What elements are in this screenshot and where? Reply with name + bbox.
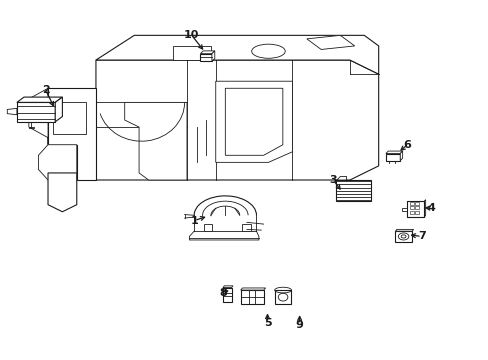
Polygon shape <box>17 102 55 122</box>
Polygon shape <box>96 60 378 180</box>
Bar <box>53 102 86 134</box>
Bar <box>203 224 212 231</box>
Polygon shape <box>385 151 402 154</box>
Polygon shape <box>399 151 402 161</box>
Text: 4: 4 <box>427 203 434 213</box>
Polygon shape <box>55 97 62 122</box>
Polygon shape <box>48 173 77 212</box>
Bar <box>414 211 418 213</box>
Polygon shape <box>48 88 96 180</box>
Text: 9: 9 <box>295 320 303 330</box>
Polygon shape <box>215 81 292 162</box>
Polygon shape <box>29 88 48 145</box>
Polygon shape <box>223 288 231 302</box>
Polygon shape <box>7 108 17 115</box>
Polygon shape <box>336 176 346 180</box>
Text: 6: 6 <box>403 140 410 150</box>
Bar <box>409 202 413 205</box>
Polygon shape <box>240 290 263 304</box>
Bar <box>414 202 418 205</box>
Polygon shape <box>395 229 413 231</box>
Bar <box>409 207 413 209</box>
Polygon shape <box>395 231 411 242</box>
Text: 8: 8 <box>219 288 226 298</box>
Polygon shape <box>211 51 214 61</box>
Polygon shape <box>39 145 77 180</box>
Polygon shape <box>407 201 424 217</box>
Polygon shape <box>17 97 62 102</box>
Bar <box>242 224 250 231</box>
Polygon shape <box>274 290 291 304</box>
Text: 10: 10 <box>183 30 199 40</box>
Polygon shape <box>124 102 186 180</box>
Bar <box>409 211 413 213</box>
Polygon shape <box>240 288 265 290</box>
Polygon shape <box>200 54 211 61</box>
Bar <box>414 207 418 209</box>
Text: 3: 3 <box>329 175 336 185</box>
Text: 7: 7 <box>417 231 425 242</box>
Polygon shape <box>96 35 378 74</box>
Polygon shape <box>306 35 354 49</box>
Polygon shape <box>172 46 210 60</box>
Polygon shape <box>225 88 282 155</box>
Polygon shape <box>223 286 232 288</box>
Polygon shape <box>385 154 399 161</box>
Text: 5: 5 <box>263 318 271 328</box>
Text: 2: 2 <box>41 85 49 95</box>
Polygon shape <box>401 208 407 211</box>
Polygon shape <box>200 51 214 54</box>
Bar <box>335 180 371 201</box>
Text: 1: 1 <box>190 216 198 226</box>
